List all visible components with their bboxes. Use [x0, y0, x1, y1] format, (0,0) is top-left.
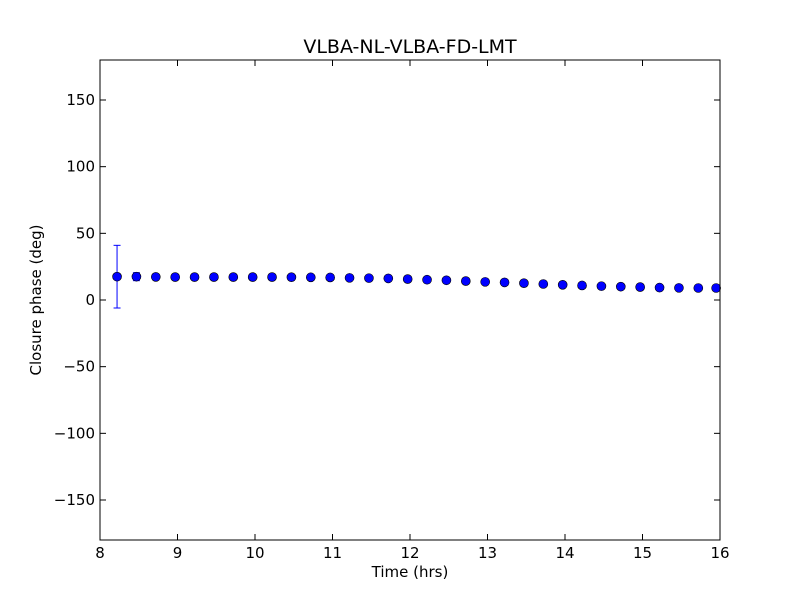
data-point	[538, 279, 549, 289]
x-tick-label: 16	[710, 544, 729, 562]
y-tick-label: 100	[66, 158, 95, 176]
data-point-group	[267, 272, 277, 282]
data-point	[615, 281, 626, 292]
chart-title: VLBA-NL-VLBA-FD-LMT	[303, 36, 517, 58]
x-tick-label: 15	[633, 544, 652, 562]
data-point-group	[325, 272, 335, 283]
data-point-group	[711, 283, 721, 293]
y-tick-label: 50	[76, 224, 95, 242]
data-point	[267, 272, 277, 282]
data-point-group	[635, 282, 645, 292]
data-point	[170, 272, 180, 282]
data-point-group	[305, 272, 316, 283]
data-point	[112, 271, 122, 282]
plot-area	[100, 60, 720, 540]
data-point-group	[519, 278, 529, 289]
data-point	[441, 275, 452, 286]
data-point	[131, 271, 142, 282]
data-point-group	[674, 283, 684, 293]
data-point-group	[112, 244, 122, 309]
data-point-group	[209, 272, 219, 282]
y-tick-label: 0	[85, 291, 95, 309]
y-tick-label: 150	[66, 91, 95, 109]
data-point	[654, 282, 665, 293]
y-axis-label: Closure phase (deg)	[27, 225, 45, 376]
data-point	[247, 272, 258, 282]
data-point	[499, 277, 510, 288]
data-point	[460, 276, 471, 286]
data-point-group	[247, 272, 258, 282]
x-axis-label: Time (hrs)	[371, 563, 449, 581]
data-point	[286, 272, 297, 283]
x-tick-label: 12	[400, 544, 419, 562]
x-tick-label: 13	[478, 544, 497, 562]
data-point-group	[344, 273, 355, 283]
data-point-group	[499, 277, 510, 288]
data-point-group	[460, 276, 471, 286]
data-marks	[112, 244, 721, 309]
axis-ticks: 8 9 10 11 12 13 14 15 16 −150 −100 −50 0 50 100 150	[54, 60, 730, 562]
y-tick-label: −150	[54, 491, 95, 509]
data-point-group	[131, 271, 142, 282]
data-point-group	[286, 272, 297, 283]
data-point-group	[596, 281, 607, 291]
data-point-group	[615, 281, 626, 292]
data-point-group	[383, 273, 394, 284]
data-point	[596, 281, 607, 291]
data-point	[693, 283, 704, 293]
data-point	[189, 272, 200, 282]
data-point-group	[480, 277, 490, 287]
data-point	[325, 272, 335, 283]
x-tick-label: 9	[173, 544, 183, 562]
data-point-group	[557, 279, 568, 290]
data-point-group	[441, 275, 452, 286]
y-tick-label: −100	[54, 424, 95, 442]
data-point-group	[189, 272, 200, 282]
data-point-group	[422, 274, 432, 285]
data-point	[402, 274, 413, 284]
data-point-group	[402, 274, 413, 284]
data-point	[519, 278, 529, 289]
data-point	[228, 272, 239, 282]
data-point-group	[538, 279, 549, 289]
data-point	[364, 273, 374, 283]
data-point-group	[693, 283, 704, 293]
data-point	[383, 273, 394, 284]
x-tick-label: 10	[245, 544, 264, 562]
data-point-group	[577, 280, 587, 291]
data-point	[209, 272, 219, 282]
data-point-group	[170, 272, 180, 282]
y-tick-label: −50	[63, 358, 95, 376]
data-point	[151, 272, 161, 282]
x-tick-label: 11	[323, 544, 342, 562]
data-point-group	[364, 273, 374, 283]
data-point	[344, 273, 355, 283]
plot-frame	[99, 59, 721, 541]
data-point	[305, 272, 316, 283]
data-point	[480, 277, 490, 287]
data-point	[674, 283, 684, 293]
data-point	[557, 279, 568, 290]
data-point	[635, 282, 645, 292]
data-point-group	[151, 272, 161, 282]
data-point-group	[654, 282, 665, 293]
data-point	[422, 274, 432, 285]
data-point	[577, 280, 587, 291]
data-point-group	[228, 272, 239, 282]
x-tick-label: 8	[95, 544, 105, 562]
x-tick-label: 14	[555, 544, 574, 562]
data-point	[711, 283, 721, 293]
